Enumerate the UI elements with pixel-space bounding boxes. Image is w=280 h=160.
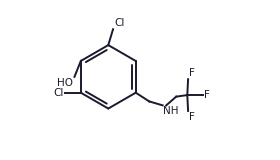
Text: NH: NH <box>163 106 179 116</box>
Text: Cl: Cl <box>115 18 125 28</box>
Text: Cl: Cl <box>53 88 63 98</box>
Text: F: F <box>189 68 195 78</box>
Text: HO: HO <box>57 78 73 88</box>
Text: F: F <box>204 90 210 100</box>
Text: F: F <box>189 112 195 122</box>
